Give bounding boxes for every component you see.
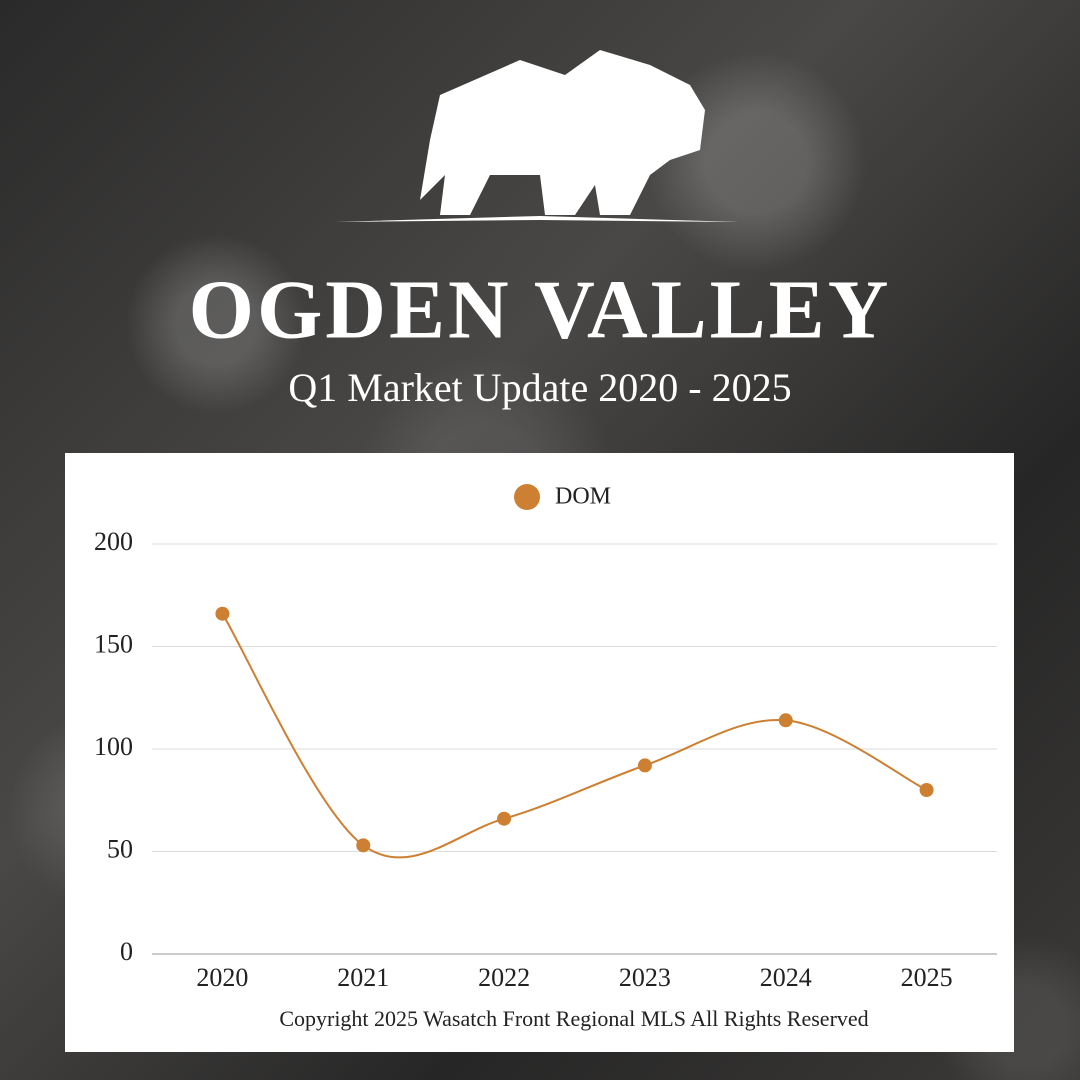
legend-marker	[514, 484, 540, 510]
data-point	[919, 783, 934, 797]
y-tick-label: 150	[94, 629, 133, 658]
source-note: Copyright 2025 Wasatch Front Regional ML…	[279, 1006, 868, 1031]
x-tick-label: 2020	[196, 963, 248, 992]
y-tick-label: 200	[94, 527, 133, 556]
series-line	[221, 613, 928, 859]
x-tick-label: 2025	[901, 963, 953, 992]
x-tick-label: 2023	[619, 963, 671, 992]
x-tick-label: 2024	[760, 963, 812, 992]
data-point	[637, 758, 652, 773]
bison-logo	[335, 50, 740, 222]
y-tick-label: 100	[94, 732, 133, 761]
y-tick-label: 0	[120, 937, 133, 966]
legend-label: DOM	[555, 484, 611, 510]
data-point	[497, 811, 512, 826]
x-tick-label: 2021	[337, 963, 389, 992]
data-point	[778, 713, 793, 728]
chart-panel	[65, 453, 1014, 1052]
y-tick-label: 50	[107, 834, 133, 863]
data-point	[215, 606, 230, 621]
title: OGDEN VALLEY	[189, 263, 892, 356]
subtitle: Q1 Market Update 2020 - 2025	[288, 365, 791, 410]
x-tick-label: 2022	[478, 963, 530, 992]
data-point	[356, 838, 371, 853]
